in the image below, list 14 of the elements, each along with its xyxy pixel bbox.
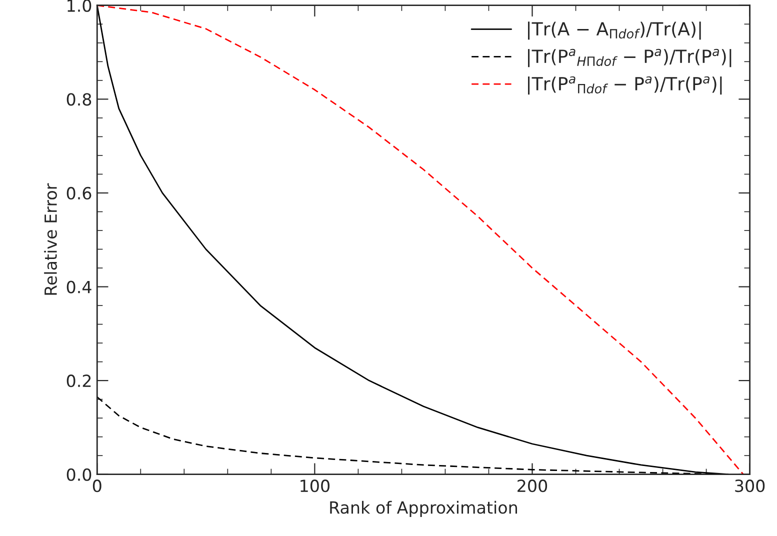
- x-tick-label: 100: [300, 480, 330, 492]
- legend-label: |Tr(P$^{a}$$_{HΠdof}$ − P$^{a}$)/Tr(P$^{a}$)|: [528, 48, 732, 68]
- y-tick-label: 0.2: [66, 374, 91, 388]
- y-tick-label: 0.8: [66, 93, 92, 106]
- y-tick-label: 0.4: [66, 280, 92, 294]
- x-tick-label: 0: [92, 480, 102, 492]
- x-tick-label: 200: [518, 480, 548, 492]
- y-axis-title: Relative Error: [44, 183, 57, 295]
- x-tick-label: 300: [735, 480, 765, 492]
- y-tick-label: 0.0: [66, 468, 92, 481]
- legend-label: |Tr(A − A$_{Πdof}$)/Tr(A)|: [528, 22, 701, 40]
- y-tick-label: 0.6: [66, 186, 92, 200]
- legend-label: |Tr(P$^{a}$$_{Πdof}$ − P$^{a}$)/Tr(P$^{a}$)|: [528, 76, 722, 95]
- x-axis-title: Rank of Approximation: [330, 500, 517, 518]
